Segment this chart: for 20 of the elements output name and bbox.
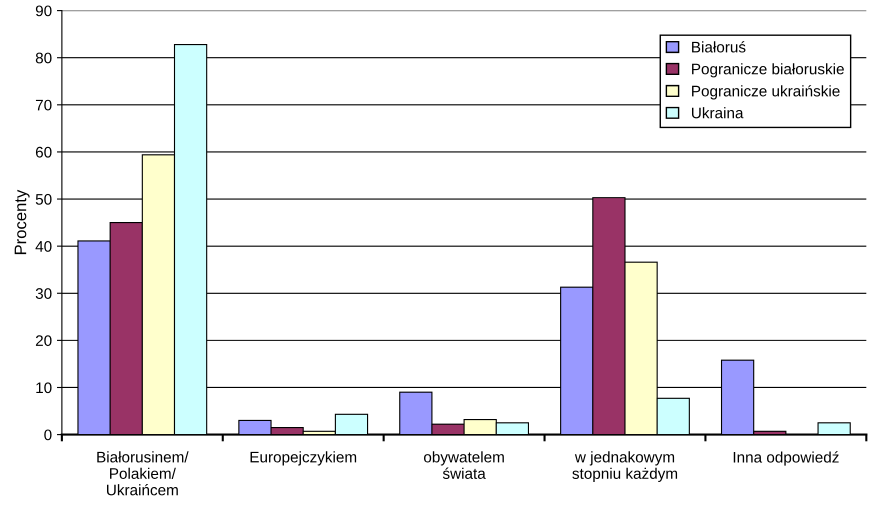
- x-tick-label: Europejczykiem: [250, 451, 356, 466]
- y-tick-label: 30: [36, 288, 52, 299]
- y-tick-label: 90: [36, 5, 52, 16]
- y-tick-label: 80: [36, 52, 52, 64]
- x-tick-label: Inna odpowiedź: [734, 451, 839, 466]
- y-tick-label: 50: [36, 194, 52, 205]
- y-tick-label: 70: [36, 100, 52, 111]
- y-tick-label: 10: [36, 382, 52, 394]
- legend-label: Pogranicze białoruskie: [692, 63, 844, 78]
- x-tick-label: obywatelem świata: [424, 451, 504, 479]
- y-tick-label: 60: [36, 146, 52, 158]
- y-axis-title: Procenty: [14, 190, 30, 254]
- y-tick-label: 0: [44, 429, 52, 440]
- legend-label: Pogranicze ukraińskie: [692, 85, 840, 100]
- y-tick-label: 40: [36, 241, 52, 252]
- x-tick-label: Białorusinem/ Polakiem/ Ukraińcem: [97, 451, 189, 496]
- x-tick-label: w jednakowym stopniu każdym: [572, 451, 678, 482]
- y-tick-label: 20: [36, 335, 52, 346]
- legend-label: Białoruś: [692, 41, 746, 53]
- legend-label: Ukraina: [692, 107, 744, 118]
